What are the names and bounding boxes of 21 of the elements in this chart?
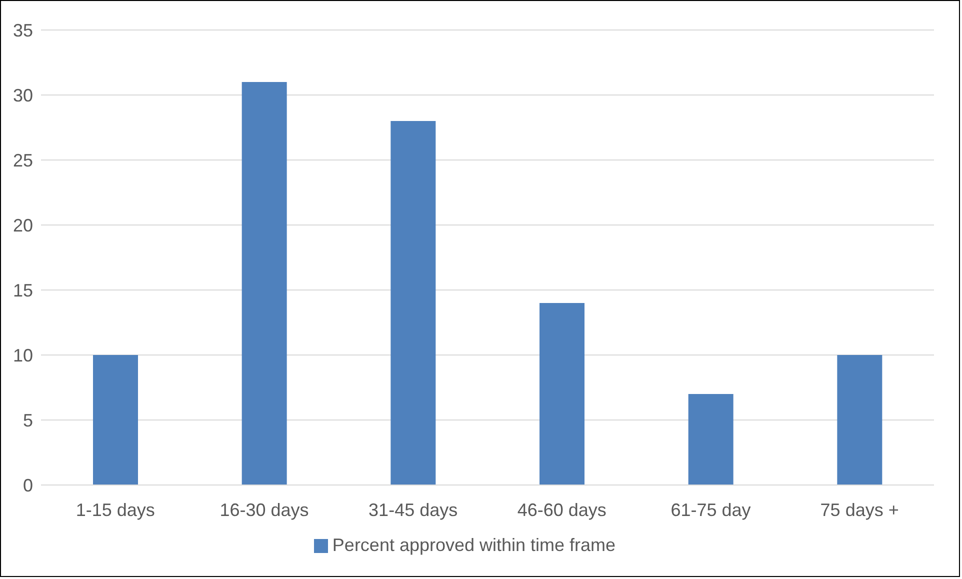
bar (688, 394, 734, 485)
y-tick-label: 5 (22, 410, 33, 430)
bar (93, 355, 138, 485)
bar (540, 303, 584, 485)
bar (242, 82, 287, 485)
x-tick-label: 31-45 days (368, 500, 458, 520)
y-tick-label: 20 (12, 215, 33, 236)
legend-label: Percent approved within time frame (332, 535, 616, 555)
x-tick-label: 16-30 days (220, 500, 309, 520)
y-tick-label: 35 (12, 20, 33, 40)
y-tick-label: 30 (12, 85, 33, 106)
y-tick-label: 0 (22, 475, 33, 496)
bar (390, 121, 436, 485)
y-tick-label: 25 (12, 150, 33, 170)
bar (837, 355, 882, 485)
y-tick-label: 10 (12, 345, 33, 366)
x-tick-label: 1-15 days (76, 500, 155, 520)
y-tick-label: 15 (12, 280, 33, 300)
x-tick-label: 46-60 days (517, 500, 606, 520)
x-tick-label: 75 days + (820, 500, 899, 520)
x-tick-label: 61-75 day (670, 500, 751, 520)
